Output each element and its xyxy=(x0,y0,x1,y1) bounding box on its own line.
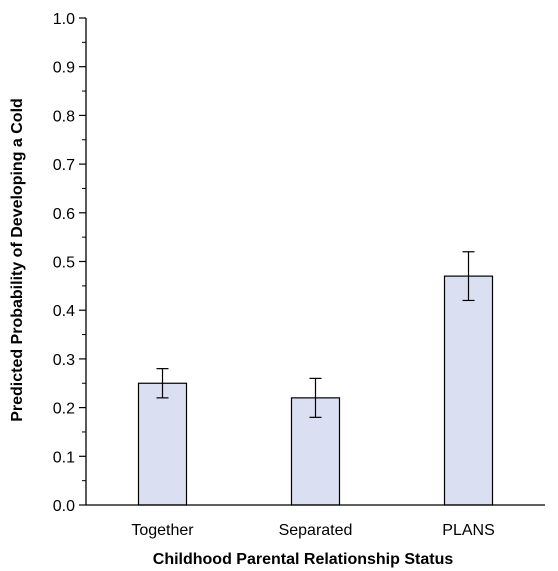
error-bar-plans xyxy=(462,251,475,302)
x-category-label: Together xyxy=(131,522,194,539)
y-tick-label: 0.1 xyxy=(53,449,75,466)
error-bar-separated xyxy=(309,377,322,418)
y-tick-label: 0.6 xyxy=(53,206,75,223)
bar-plans xyxy=(443,275,494,506)
y-tick-label: 0.3 xyxy=(53,352,75,369)
error-bars-layer xyxy=(156,251,475,418)
x-axis-title: Childhood Parental Relationship Status xyxy=(153,551,454,568)
bar-together xyxy=(137,382,188,506)
y-tick-label: 0.8 xyxy=(53,108,75,125)
y-axis-title: Predicted Probability of Developing a Co… xyxy=(9,98,26,422)
x-category-label: Separated xyxy=(279,522,353,539)
x-category-labels: Together Separated PLANS xyxy=(131,522,494,539)
y-ticks: 0.0 0.1 0.2 0.3 0.4 0.5 0.6 0.7 0.8 0.9 1.0 xyxy=(53,11,86,515)
y-tick-label: 0.0 xyxy=(53,498,75,515)
x-category-label: PLANS xyxy=(442,522,494,539)
y-tick-label: 0.4 xyxy=(53,303,75,320)
error-bar-together xyxy=(156,368,169,399)
y-tick-label: 1.0 xyxy=(53,11,75,28)
y-tick-label: 0.7 xyxy=(53,157,75,174)
y-tick-label: 0.5 xyxy=(53,255,75,272)
y-tick-label: 0.2 xyxy=(53,401,75,418)
y-tick-label: 0.9 xyxy=(53,60,75,77)
